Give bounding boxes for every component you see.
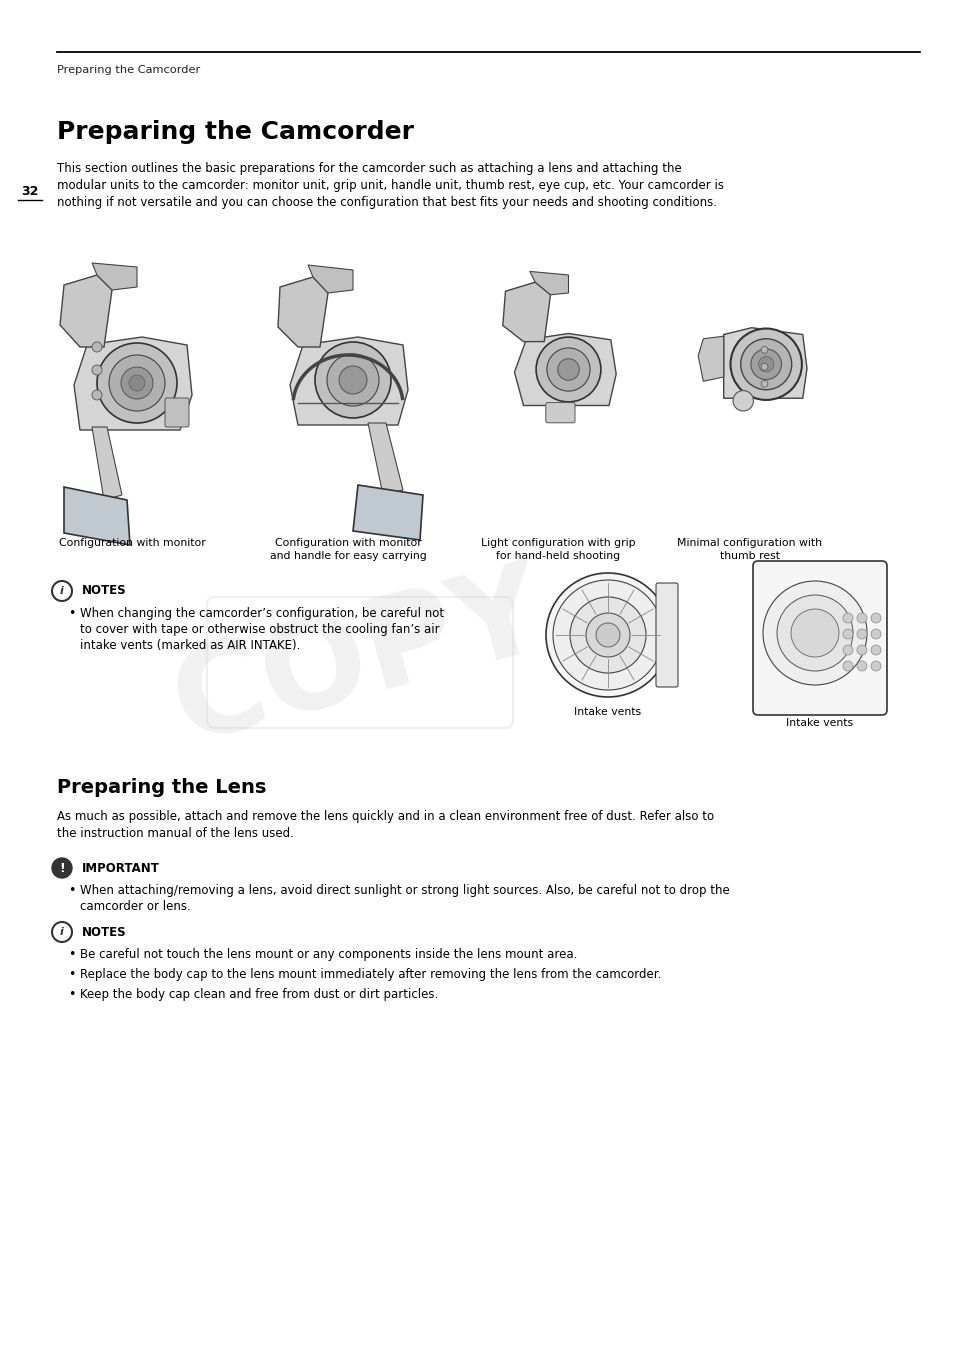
Circle shape [870, 661, 880, 671]
Circle shape [536, 337, 600, 402]
Text: i: i [60, 586, 64, 596]
Text: !: ! [59, 861, 65, 875]
Text: Configuration with monitor: Configuration with monitor [58, 538, 205, 549]
Polygon shape [368, 423, 402, 495]
Circle shape [338, 367, 367, 394]
Polygon shape [308, 266, 353, 293]
Polygon shape [502, 282, 550, 341]
Text: NOTES: NOTES [82, 926, 127, 938]
Polygon shape [64, 487, 130, 545]
Text: This section outlines the basic preparations for the camcorder such as attaching: This section outlines the basic preparat… [57, 162, 681, 175]
Text: Configuration with monitor
and handle for easy carrying: Configuration with monitor and handle fo… [270, 538, 426, 561]
Text: Be careful not touch the lens mount or any components inside the lens mount area: Be careful not touch the lens mount or a… [80, 948, 577, 961]
Polygon shape [91, 427, 122, 500]
Text: •: • [68, 884, 75, 896]
Polygon shape [698, 336, 723, 381]
Text: Preparing the Lens: Preparing the Lens [57, 778, 266, 797]
Text: 32: 32 [21, 185, 39, 198]
Text: NOTES: NOTES [82, 585, 127, 597]
Text: Preparing the Camcorder: Preparing the Camcorder [57, 65, 200, 75]
Polygon shape [74, 337, 192, 430]
Text: i: i [60, 927, 64, 937]
Circle shape [91, 342, 102, 352]
Circle shape [553, 580, 662, 690]
Circle shape [842, 644, 852, 655]
Text: •: • [68, 948, 75, 961]
Circle shape [109, 355, 165, 411]
Circle shape [758, 357, 773, 372]
Text: modular units to the camcorder: monitor unit, grip unit, handle unit, thumb rest: modular units to the camcorder: monitor … [57, 179, 723, 191]
Text: •: • [68, 988, 75, 1002]
Circle shape [91, 365, 102, 375]
Text: intake vents (marked as AIR INTAKE).: intake vents (marked as AIR INTAKE). [80, 639, 300, 652]
Text: to cover with tape or otherwise obstruct the cooling fan’s air: to cover with tape or otherwise obstruct… [80, 623, 439, 636]
Circle shape [856, 630, 866, 639]
Circle shape [842, 630, 852, 639]
Text: IMPORTANT: IMPORTANT [82, 861, 160, 875]
Circle shape [870, 644, 880, 655]
Circle shape [740, 338, 791, 390]
Text: the instruction manual of the lens used.: the instruction manual of the lens used. [57, 828, 294, 840]
Text: Replace the body cap to the lens mount immediately after removing the lens from : Replace the body cap to the lens mount i… [80, 968, 660, 981]
Polygon shape [60, 275, 112, 346]
Text: Intake vents: Intake vents [574, 706, 640, 717]
Text: Preparing the Camcorder: Preparing the Camcorder [57, 120, 414, 144]
Circle shape [762, 581, 866, 685]
Circle shape [870, 613, 880, 623]
Circle shape [750, 349, 781, 380]
Text: •: • [68, 968, 75, 981]
Polygon shape [353, 485, 422, 541]
Circle shape [760, 346, 767, 353]
Circle shape [558, 359, 578, 380]
Polygon shape [290, 337, 408, 425]
Text: nothing if not versatile and you can choose the configuration that best fits you: nothing if not versatile and you can cho… [57, 195, 717, 209]
Circle shape [596, 623, 619, 647]
Text: As much as possible, attach and remove the lens quickly and in a clean environme: As much as possible, attach and remove t… [57, 810, 714, 824]
Circle shape [856, 661, 866, 671]
FancyBboxPatch shape [165, 398, 189, 427]
FancyBboxPatch shape [752, 561, 886, 714]
Circle shape [569, 597, 645, 673]
Circle shape [870, 630, 880, 639]
Circle shape [730, 329, 801, 400]
Circle shape [121, 367, 152, 399]
Circle shape [790, 609, 838, 656]
Circle shape [52, 857, 71, 878]
Text: Minimal configuration with
thumb rest: Minimal configuration with thumb rest [677, 538, 821, 561]
Circle shape [545, 573, 669, 697]
Circle shape [856, 644, 866, 655]
Polygon shape [529, 271, 568, 295]
Text: COPY: COPY [161, 553, 558, 767]
Text: When changing the camcorder’s configuration, be careful not: When changing the camcorder’s configurat… [80, 607, 444, 620]
Circle shape [856, 613, 866, 623]
Circle shape [546, 348, 590, 391]
Text: camcorder or lens.: camcorder or lens. [80, 900, 191, 913]
Circle shape [314, 342, 391, 418]
Text: Intake vents: Intake vents [785, 718, 853, 728]
Polygon shape [514, 333, 616, 406]
Circle shape [97, 342, 177, 423]
Circle shape [842, 661, 852, 671]
Circle shape [842, 613, 852, 623]
Text: When attaching/removing a lens, avoid direct sunlight or strong light sources. A: When attaching/removing a lens, avoid di… [80, 884, 729, 896]
Polygon shape [91, 263, 137, 290]
Circle shape [732, 391, 753, 411]
Text: •: • [68, 607, 75, 620]
Circle shape [129, 375, 145, 391]
Circle shape [327, 355, 378, 406]
Circle shape [776, 594, 852, 671]
FancyBboxPatch shape [656, 582, 678, 687]
FancyBboxPatch shape [545, 403, 575, 423]
Text: Light configuration with grip
for hand-held shooting: Light configuration with grip for hand-h… [480, 538, 635, 561]
Circle shape [91, 390, 102, 400]
Text: Keep the body cap clean and free from dust or dirt particles.: Keep the body cap clean and free from du… [80, 988, 437, 1002]
Circle shape [585, 613, 629, 656]
Polygon shape [277, 276, 328, 346]
Circle shape [760, 380, 767, 387]
Circle shape [760, 364, 767, 371]
Polygon shape [723, 328, 806, 398]
